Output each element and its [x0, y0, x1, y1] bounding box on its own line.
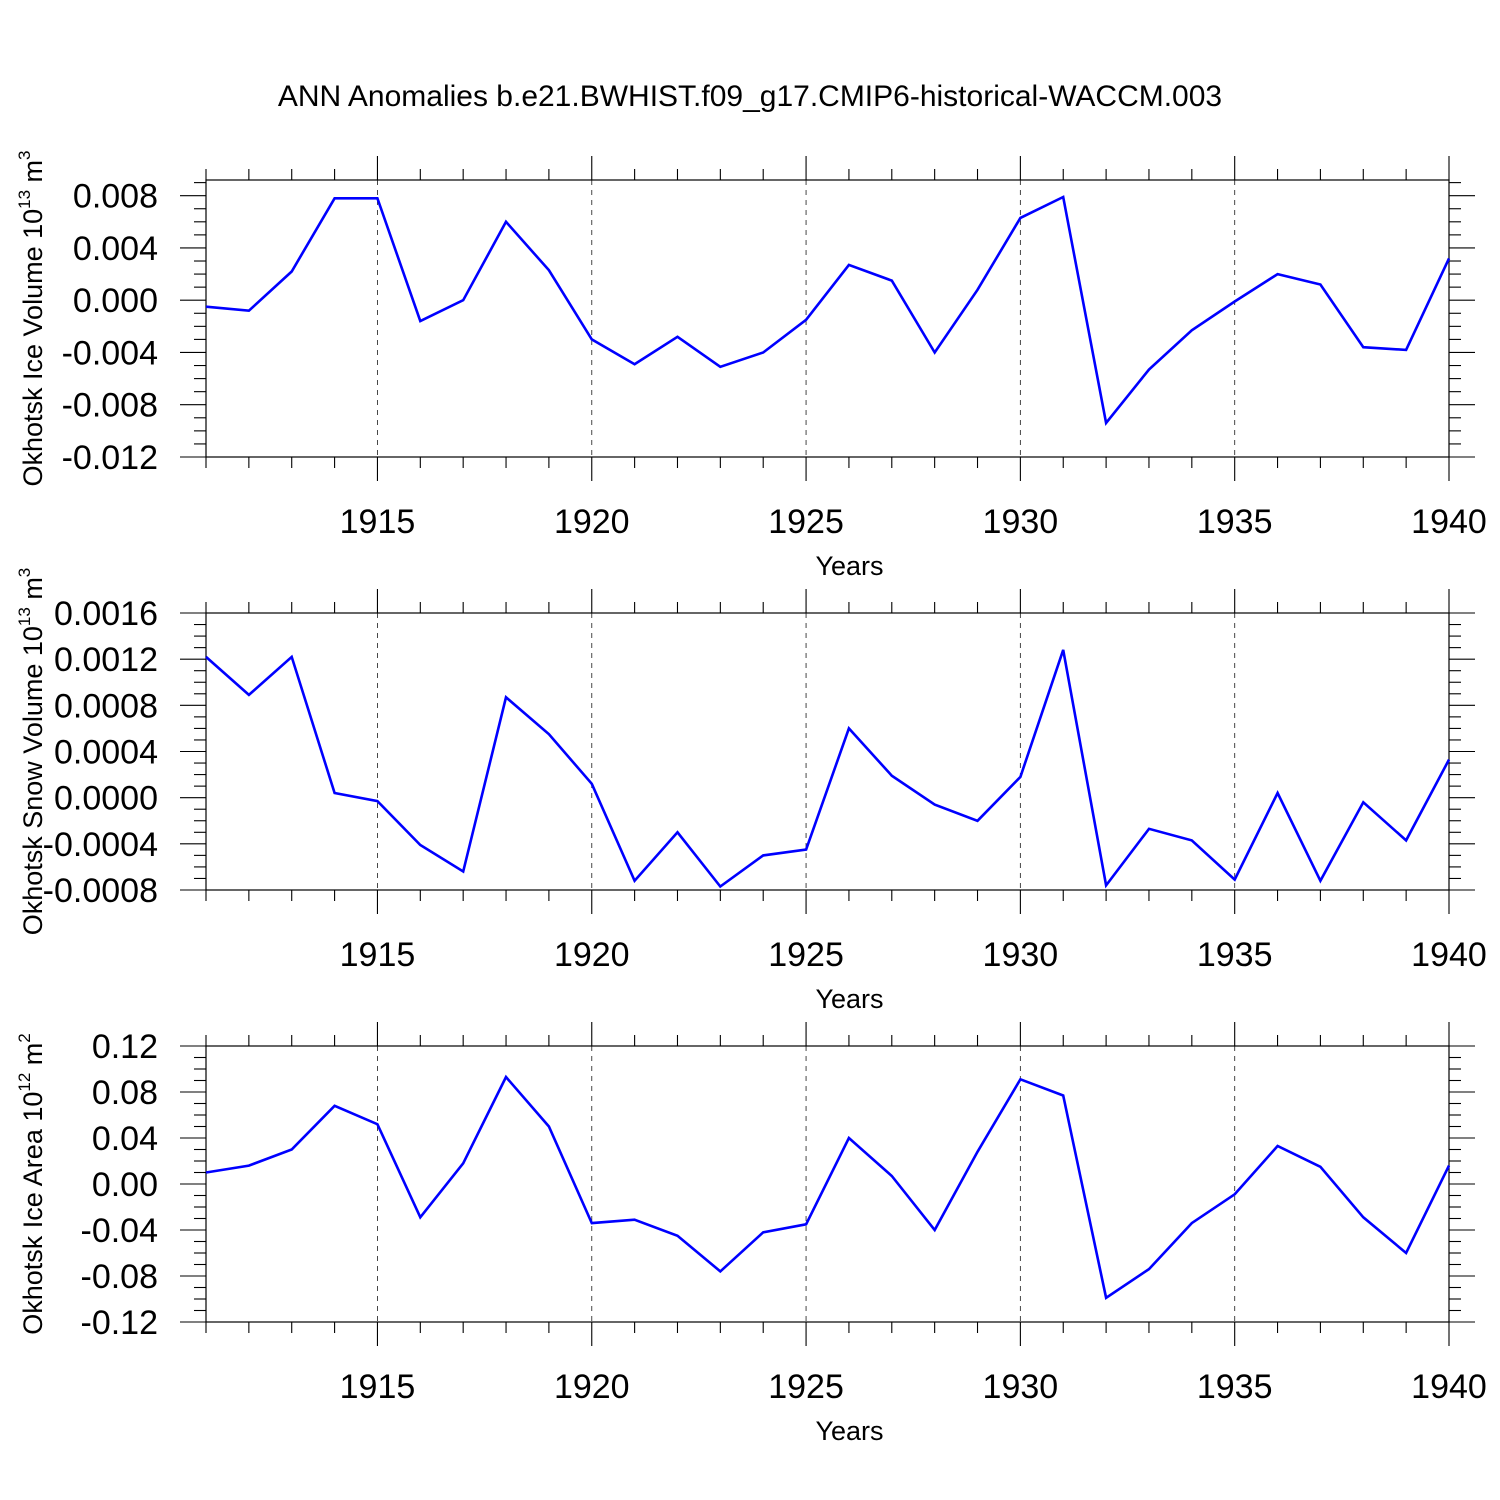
y-tick-label: -0.08 — [81, 1258, 159, 1296]
plot-frame — [205, 179, 1450, 458]
x-tick-label: 1930 — [983, 503, 1059, 541]
y-tick-label: 0.0016 — [54, 595, 158, 633]
x-tick-label: 1920 — [554, 1368, 630, 1406]
y-tick-label: 0.0008 — [54, 687, 158, 725]
x-tick-label: 1925 — [768, 503, 844, 541]
y-tick-label: 0.0012 — [54, 641, 158, 679]
y-axis-title: Okhotsk Ice Area 1012 m2 — [15, 1033, 48, 1335]
x-tick-label: 1930 — [983, 1368, 1059, 1406]
y-axis-title-exponent: 12 — [15, 1073, 34, 1092]
y-tick-label: 0.000 — [73, 282, 158, 320]
y-tick-label: 0.00 — [92, 1166, 158, 1204]
x-tick-label: 1925 — [768, 936, 844, 974]
x-tick-label: 1920 — [554, 936, 630, 974]
y-axis-title: Okhotsk Ice Volume 1013 m3 — [15, 150, 48, 486]
x-tick-label: 1940 — [1411, 1368, 1487, 1406]
y-tick-label: 0.0004 — [54, 734, 158, 772]
x-tick-label: 1925 — [768, 1368, 844, 1406]
y-axis-title-text: Okhotsk Ice Volume 10 — [18, 209, 48, 487]
y-axis-title-unit-exponent: 3 — [15, 150, 34, 159]
y-axis-title-exponent: 13 — [15, 607, 34, 626]
y-axis-title-unit-exponent: 3 — [15, 568, 34, 577]
x-tick-label: 1940 — [1411, 503, 1487, 541]
x-tick-label: 1940 — [1411, 936, 1487, 974]
y-tick-label: -0.012 — [62, 439, 158, 477]
panel-2: 1915 1920 1925 1930 1935 1940 0.0016 0.0012 0.00… — [15, 568, 1487, 1014]
plot-frame — [205, 612, 1450, 891]
x-tick-label: 1915 — [340, 503, 416, 541]
y-tick-label: -0.12 — [81, 1304, 159, 1342]
x-tick-label: 1915 — [340, 1368, 416, 1406]
panel-3: 1915 1920 1925 1930 1935 1940 0.12 0.08 0.04 0.00… — [15, 1022, 1487, 1446]
y-tick-label: -0.04 — [81, 1212, 159, 1250]
figure-title: ANN Anomalies b.e21.BWHIST.f09_g17.CMIP6… — [278, 80, 1222, 113]
y-axis-title-unit: m — [18, 577, 48, 607]
panel-1: 1915 1920 1925 1930 1935 1940 0.008 0.004 0.000 -… — [15, 150, 1487, 581]
y-axis-title: Okhotsk Snow Volume 1013 m3 — [15, 568, 48, 936]
y-axis-title-unit: m — [18, 160, 48, 190]
x-tick-label: 1935 — [1197, 936, 1273, 974]
y-axis-title-text: Okhotsk Snow Volume 10 — [18, 626, 48, 935]
y-tick-label: -0.004 — [62, 334, 158, 372]
y-axis-title-text: Okhotsk Ice Area 10 — [18, 1092, 48, 1335]
y-tick-label: 0.004 — [73, 230, 158, 268]
y-tick-label: 0.12 — [92, 1028, 158, 1066]
y-tick-label: -0.008 — [62, 387, 158, 425]
y-axis-title-unit-exponent: 2 — [15, 1033, 34, 1042]
x-tick-label: 1930 — [983, 936, 1059, 974]
x-tick-label: 1915 — [340, 936, 416, 974]
y-tick-label: 0.0000 — [54, 780, 158, 818]
x-tick-label: 1920 — [554, 503, 630, 541]
x-axis-title: Years — [815, 551, 883, 581]
series-line — [205, 1074, 1451, 1300]
series-line — [205, 195, 1451, 427]
x-tick-label: 1935 — [1197, 1368, 1273, 1406]
y-tick-label: 0.008 — [73, 178, 158, 216]
y-tick-label: 0.04 — [92, 1120, 158, 1158]
series-line — [205, 649, 1451, 889]
panels: 1915 1920 1925 1930 1935 1940 0.008 0.004 0.000 -… — [15, 150, 1487, 1446]
y-axis-title-unit: m — [18, 1043, 48, 1073]
y-tick-label: -0.0008 — [43, 872, 158, 910]
x-axis-title: Years — [815, 984, 883, 1014]
y-tick-label: 0.08 — [92, 1074, 158, 1112]
x-axis-title: Years — [815, 1416, 883, 1446]
x-tick-label: 1935 — [1197, 503, 1273, 541]
y-axis-title-exponent: 13 — [15, 190, 34, 209]
y-tick-label: -0.0004 — [43, 826, 158, 864]
